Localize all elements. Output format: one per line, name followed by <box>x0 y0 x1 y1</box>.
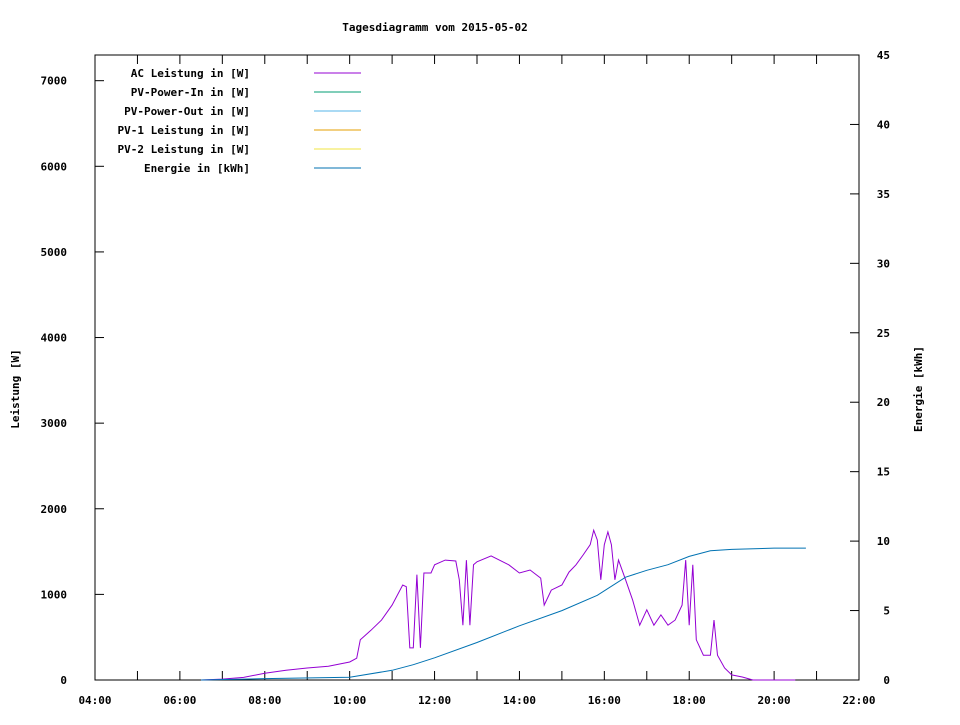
y-tick-label: 6000 <box>41 160 68 173</box>
x-tick-label: 14:00 <box>503 694 536 707</box>
legend-label: PV-2 Leistung in [W] <box>118 143 250 156</box>
y2-tick-label: 30 <box>877 257 890 270</box>
y2-tick-label: 40 <box>877 118 890 131</box>
y-tick-label: 3000 <box>41 417 68 430</box>
x-tick-label: 12:00 <box>418 694 451 707</box>
legend-label: Energie in [kWh] <box>144 162 250 175</box>
y-tick-label: 7000 <box>41 75 68 88</box>
y-tick-label: 0 <box>60 674 67 687</box>
y2-tick-label: 45 <box>877 49 890 62</box>
y2-tick-label: 35 <box>877 188 890 201</box>
legend-label: PV-Power-Out in [W] <box>124 105 250 118</box>
x-tick-label: 20:00 <box>758 694 791 707</box>
y-axis-label: Leistung [W] <box>9 349 22 428</box>
x-tick-label: 10:00 <box>333 694 366 707</box>
x-tick-label: 04:00 <box>78 694 111 707</box>
legend-label: PV-1 Leistung in [W] <box>118 124 250 137</box>
y-tick-label: 5000 <box>41 246 68 259</box>
y-tick-label: 1000 <box>41 588 68 601</box>
legend-label: PV-Power-In in [W] <box>131 86 250 99</box>
y2-tick-label: 10 <box>877 535 890 548</box>
chart-title: Tagesdiagramm vom 2015-05-02 <box>342 21 527 34</box>
y-tick-label: 4000 <box>41 332 68 345</box>
y2-tick-label: 20 <box>877 396 890 409</box>
x-tick-label: 06:00 <box>163 694 196 707</box>
y2-tick-label: 0 <box>883 674 890 687</box>
legend-label: AC Leistung in [W] <box>131 67 250 80</box>
y-tick-label: 2000 <box>41 503 68 516</box>
x-tick-label: 16:00 <box>588 694 621 707</box>
series-line-0 <box>201 528 796 681</box>
y2-axis-label: Energie [kWh] <box>912 346 925 432</box>
x-tick-label: 22:00 <box>842 694 875 707</box>
y2-tick-label: 5 <box>883 605 890 618</box>
series-line-5 <box>201 547 806 681</box>
x-tick-label: 18:00 <box>673 694 706 707</box>
y2-tick-label: 15 <box>877 466 890 479</box>
x-tick-label: 08:00 <box>248 694 281 707</box>
y2-tick-label: 25 <box>877 327 890 340</box>
